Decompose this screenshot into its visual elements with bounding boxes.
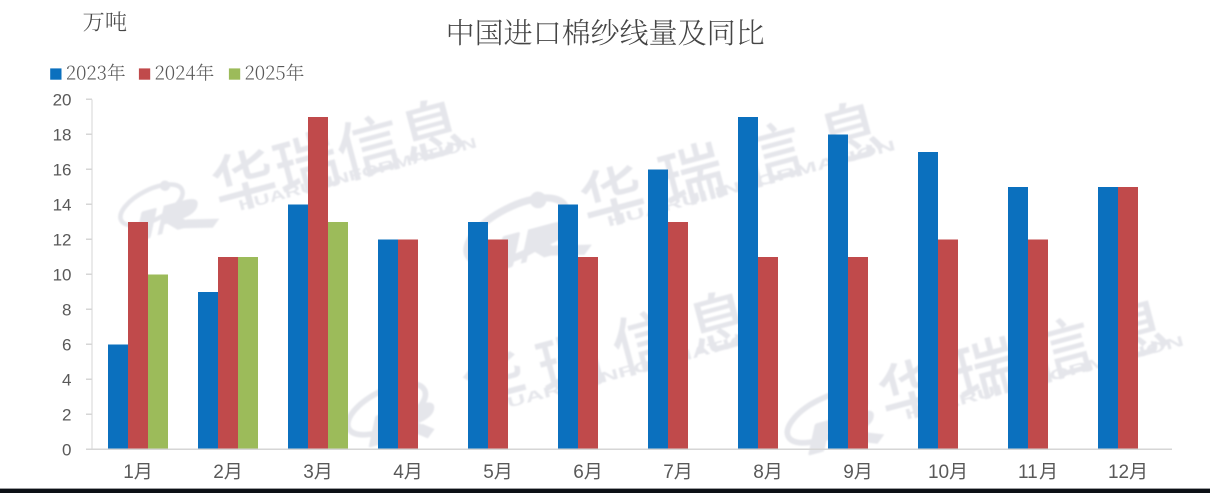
svg-text:0: 0 <box>62 440 71 459</box>
svg-text:7: 7 <box>663 462 674 483</box>
svg-text:6: 6 <box>62 335 71 354</box>
svg-text:1: 1 <box>123 462 134 483</box>
svg-text:14: 14 <box>53 195 72 214</box>
svg-text:2: 2 <box>213 462 224 483</box>
svg-text:18: 18 <box>53 125 72 144</box>
svg-text:10: 10 <box>928 462 949 483</box>
svg-text:2: 2 <box>62 405 71 424</box>
svg-text:4: 4 <box>62 370 71 389</box>
svg-text:20: 20 <box>53 90 72 109</box>
svg-text:6: 6 <box>573 462 584 483</box>
svg-text:9: 9 <box>843 462 854 483</box>
svg-text:8: 8 <box>62 300 71 319</box>
svg-text:12: 12 <box>1108 462 1129 483</box>
svg-text:10: 10 <box>53 265 72 284</box>
svg-text:12: 12 <box>53 230 72 249</box>
svg-text:11: 11 <box>1018 462 1038 483</box>
svg-text:8: 8 <box>753 462 764 483</box>
svg-text:4: 4 <box>393 462 404 483</box>
svg-text:3: 3 <box>303 462 314 483</box>
svg-text:5: 5 <box>483 462 494 483</box>
svg-text:16: 16 <box>53 160 72 179</box>
